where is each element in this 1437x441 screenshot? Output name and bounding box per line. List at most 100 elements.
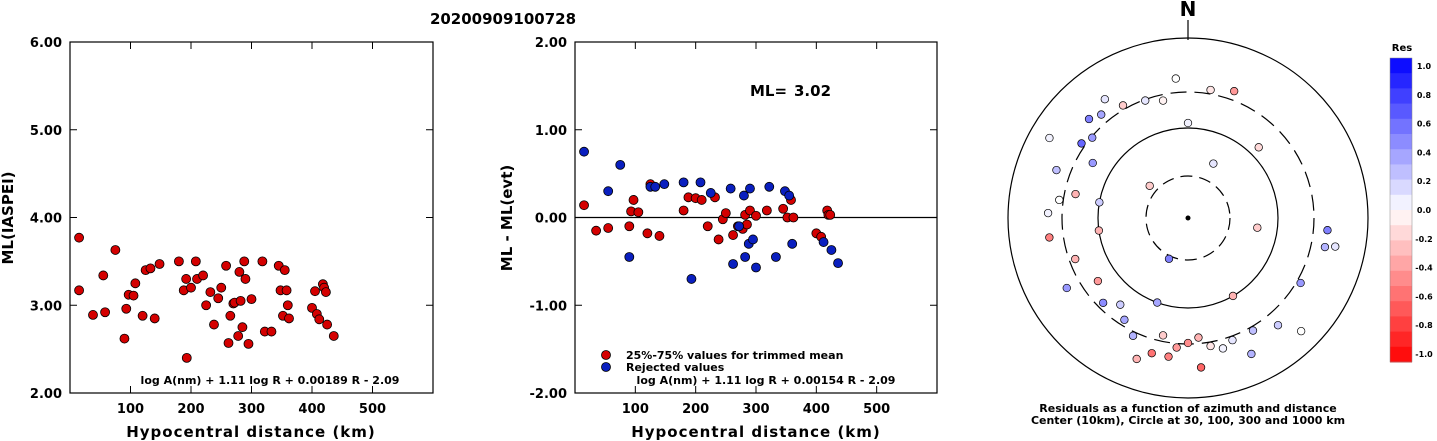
data-point: [240, 274, 251, 284]
station-residual: [1147, 349, 1156, 358]
station-residual: [1230, 86, 1239, 96]
colorbar-cell: [1390, 331, 1412, 348]
y-tick-label: 2.00: [30, 387, 62, 402]
data-point: [310, 286, 320, 297]
data-point: [205, 287, 216, 297]
station-residual: [1088, 158, 1097, 168]
legend-label-trimmed: 25%-75% values for trimmed mean: [626, 349, 843, 362]
station-residual: [1043, 208, 1053, 218]
station-residual: [1296, 326, 1306, 336]
data-point: [728, 230, 738, 240]
x-tick-label: 200: [682, 402, 709, 417]
data-point: [237, 322, 248, 333]
colorbar-tick-label: 0.0: [1417, 206, 1432, 215]
legend: 25%-75% values for trimmed mean Rejected…: [601, 349, 843, 374]
colorbar-cell: [1390, 210, 1412, 226]
colorbar-cell: [1390, 118, 1412, 135]
station-residual: [1196, 363, 1206, 372]
data-point: [628, 195, 639, 205]
colorbar-cell: [1390, 164, 1412, 181]
colorbar-cell: [1390, 103, 1412, 120]
colorbar-frame: [1389, 57, 1413, 363]
data-point: [705, 188, 716, 198]
chart-ml-iaspei: ML(IASPEI) Hypocentral distance (km) log…: [0, 36, 434, 441]
colorbar-tick-label: -1.0: [1415, 350, 1433, 359]
station-residual: [1158, 96, 1168, 105]
data-point: [784, 190, 795, 201]
polar-residual-map: N Residuals as a function of azimuth and…: [1007, 0, 1369, 427]
colorbar-tick-label: 0.4: [1417, 148, 1432, 157]
data-point: [213, 293, 224, 304]
data-point: [100, 307, 110, 318]
data-point: [198, 270, 209, 281]
data-point: [591, 225, 602, 236]
y-tick-label: -2.00: [530, 387, 567, 402]
caption-line-1: Residuals as a function of azimuth and d…: [1039, 402, 1336, 415]
colorbar-cell: [1390, 225, 1412, 241]
y-tick-label: 1.00: [535, 124, 567, 139]
data-point: [186, 282, 196, 293]
x-tick-label: 200: [177, 402, 204, 417]
y-tick-label: -1.00: [530, 299, 567, 314]
colorbar-cell: [1390, 286, 1412, 302]
station-residual: [1100, 95, 1109, 104]
data-point: [713, 234, 724, 245]
data-point: [282, 300, 293, 311]
data-point: [702, 221, 713, 232]
station-residual: [1323, 226, 1332, 235]
colorbar-cell: [1390, 301, 1412, 317]
data-point: [137, 310, 148, 321]
data-point: [284, 313, 294, 324]
data-point: [696, 195, 707, 205]
colorbar-cell: [1390, 149, 1412, 165]
data-point: [720, 208, 731, 219]
station-residual: [1253, 223, 1262, 232]
data-point: [266, 326, 277, 337]
data-point: [751, 262, 761, 273]
station-residual: [1218, 344, 1228, 353]
data-point: [322, 319, 333, 330]
station-residual: [1094, 226, 1104, 235]
colorbar-cell: [1390, 240, 1412, 257]
data-point: [149, 313, 160, 324]
station-residual: [1206, 85, 1215, 95]
data-point: [728, 259, 738, 269]
station-residual: [1088, 133, 1097, 142]
colorbar-tick-label: -0.2: [1415, 235, 1433, 244]
data-point: [145, 263, 156, 274]
station-residual: [1098, 298, 1108, 308]
station-residual: [1254, 143, 1263, 152]
caption-line-2: Center (10km), Circle at 30, 100, 300 an…: [1031, 414, 1345, 427]
data-point: [121, 303, 132, 314]
data-point: [624, 252, 635, 262]
data-point: [225, 310, 236, 321]
circle-1000km: [1007, 37, 1369, 399]
formula-note: log A(nm) + 1.11 log R + 0.00154 R - 2.0…: [637, 374, 896, 387]
ml-label: ML=: [750, 82, 787, 100]
data-point: [833, 258, 843, 269]
colorbar-cell: [1390, 73, 1412, 89]
station-residual: [1164, 352, 1173, 361]
data-point: [201, 300, 212, 311]
y-tick-label: 0.00: [535, 212, 567, 227]
x-tick-label: 100: [117, 402, 144, 417]
data-point: [223, 338, 234, 348]
station-residual: [1171, 74, 1180, 83]
station-residual: [1097, 110, 1106, 119]
data-point: [654, 231, 665, 241]
station-residual: [1228, 291, 1238, 301]
x-tick-label: 400: [803, 402, 830, 417]
station-residual: [1320, 242, 1330, 252]
station-residual: [1116, 300, 1125, 309]
north-label: N: [1180, 0, 1197, 21]
colorbar-tick-label: -0.4: [1415, 264, 1433, 273]
colorbar-cell: [1390, 194, 1412, 211]
station-residual: [1062, 283, 1071, 293]
center-marker: [1185, 215, 1191, 221]
data-point: [246, 294, 257, 305]
y-axis-title: ML - ML(evt): [498, 165, 516, 271]
y-tick-label: 2.00: [535, 36, 567, 51]
data-point: [678, 177, 689, 188]
data-point: [88, 310, 98, 320]
ml-value: 3.02: [794, 82, 831, 100]
